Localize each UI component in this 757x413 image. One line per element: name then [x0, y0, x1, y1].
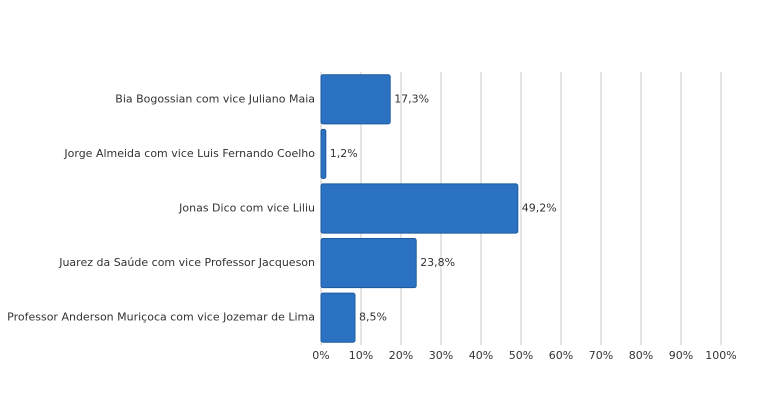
x-tick-label: 80%	[629, 349, 653, 362]
x-tick-label: 30%	[429, 349, 453, 362]
x-tick-label: 100%	[705, 349, 736, 362]
x-tick-label: 60%	[549, 349, 573, 362]
y-tick-label: Professor Anderson Muriçoca com vice Joz…	[7, 311, 315, 324]
y-tick-label: Juarez da Saúde com vice Professor Jacqu…	[58, 256, 315, 269]
x-tick-label: 20%	[389, 349, 413, 362]
bar	[320, 292, 356, 343]
bar	[320, 128, 327, 179]
y-tick-label: Bia Bogossian com vice Juliano Maia	[115, 92, 315, 105]
bar	[320, 183, 519, 234]
bar	[320, 74, 391, 125]
x-tick-label: 0%	[312, 349, 329, 362]
x-tick-label: 70%	[589, 349, 613, 362]
data-label: 8,5%	[359, 311, 387, 324]
data-label: 17,3%	[394, 92, 429, 105]
data-label: 49,2%	[522, 202, 557, 215]
bar	[320, 238, 417, 289]
data-label: 1,2%	[330, 147, 358, 160]
y-tick-label: Jorge Almeida com vice Luis Fernando Coe…	[63, 147, 315, 160]
y-tick-label: Jonas Dico com vice Liliu	[178, 202, 315, 215]
x-tick-label: 40%	[469, 349, 493, 362]
x-tick-label: 50%	[509, 349, 533, 362]
x-tick-label: 90%	[669, 349, 693, 362]
x-tick-label: 10%	[349, 349, 373, 362]
data-label: 23,8%	[420, 256, 455, 269]
